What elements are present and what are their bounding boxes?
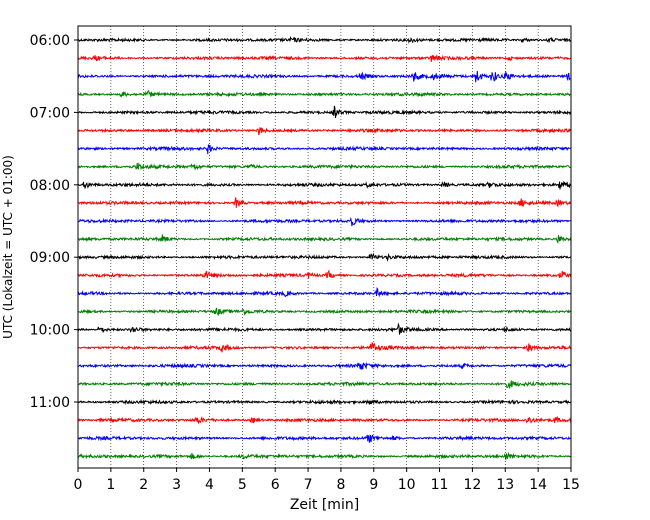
seismic-traces [77, 35, 572, 460]
trace-0930 [77, 287, 572, 298]
x-axis: 0 1 2 3 4 5 6 7 8 9 10 11 12 13 14 15 [74, 468, 580, 493]
x-tick-label-6: 6 [271, 477, 280, 493]
trace-0900 [77, 252, 572, 262]
x-tick-label-14: 14 [529, 477, 547, 493]
trace-1115 [77, 415, 572, 425]
y-tick-label-0: 06:00 [30, 33, 70, 49]
x-tick-label-10: 10 [398, 477, 416, 493]
trace-1045 [77, 380, 572, 389]
trace-1145 [77, 451, 572, 460]
x-tick-label-0: 0 [74, 477, 83, 493]
trace-0945 [77, 307, 572, 317]
y-axis-label: UTC (Lokalzeit = UTC + 01:00) [1, 155, 15, 339]
x-tick-label-1: 1 [106, 477, 115, 493]
trace-1015 [77, 341, 572, 353]
x-tick-label-13: 13 [496, 477, 514, 493]
trace-0645 [77, 90, 572, 98]
trace-0815 [77, 197, 572, 208]
x-tick-label-3: 3 [172, 477, 181, 493]
trace-0800 [77, 180, 572, 190]
y-tick-label-1: 07:00 [30, 105, 70, 121]
trace-0600 [77, 35, 572, 45]
trace-0700 [77, 105, 572, 119]
x-tick-label-11: 11 [431, 477, 449, 493]
y-tick-label-2: 08:00 [30, 178, 70, 194]
trace-0630 [77, 70, 572, 83]
trace-1100 [77, 398, 572, 406]
trace-0745 [77, 162, 572, 171]
x-tick-label-8: 8 [336, 477, 345, 493]
x-tick-label-2: 2 [139, 477, 148, 493]
x-tick-label-7: 7 [304, 477, 313, 493]
plot-frame [77, 25, 572, 469]
x-tick-label-9: 9 [369, 477, 378, 493]
trace-0615 [77, 54, 572, 62]
x-tick-label-5: 5 [238, 477, 247, 493]
x-tick-label-15: 15 [562, 477, 580, 493]
trace-0730 [77, 144, 572, 155]
y-tick-label-3: 09:00 [30, 250, 70, 266]
x-tick-label-12: 12 [463, 477, 481, 493]
trace-0715 [78, 126, 572, 136]
trace-0915 [77, 269, 572, 279]
y-axis: 06:00 07:00 08:00 09:00 10:00 11:00 [30, 33, 78, 411]
x-tick-label-4: 4 [205, 477, 214, 493]
y-tick-label-5: 11:00 [30, 395, 70, 411]
trace-0845 [77, 234, 572, 245]
trace-1130 [77, 434, 572, 443]
trace-1000 [77, 322, 572, 335]
y-tick-label-4: 10:00 [30, 323, 70, 339]
trace-1030 [77, 361, 572, 370]
x-axis-label: Zeit [min] [290, 497, 359, 513]
trace-0830 [77, 216, 572, 227]
